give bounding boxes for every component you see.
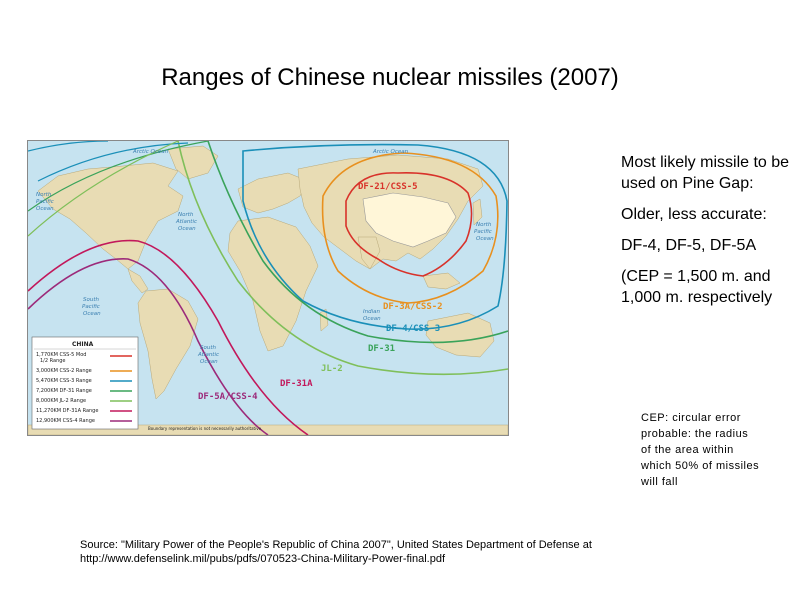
ring-jl2 xyxy=(177,141,508,376)
ring-df3a xyxy=(321,152,499,304)
label-jl2: JL-2 xyxy=(321,364,343,374)
label-south-atlantic-3: Ocean xyxy=(200,359,218,365)
missile-range-map: Arctic Ocean Arctic Ocean North Pacific … xyxy=(27,140,509,436)
china-territory xyxy=(362,192,457,248)
label-north-pacific-left-1: North xyxy=(36,192,52,198)
ring-df4 xyxy=(242,143,508,330)
label-north-pacific-right-1: North xyxy=(476,222,492,228)
source-citation: Source: "Military Power of the People's … xyxy=(80,539,592,565)
ring-df5a xyxy=(28,258,269,435)
label-north-pacific-left-2: Pacific xyxy=(36,199,54,205)
europe xyxy=(237,172,309,214)
label-north-pacific-right-2: Pacific xyxy=(474,229,492,235)
land-masses xyxy=(28,145,508,435)
africa xyxy=(227,216,319,352)
world-map-svg: Arctic Ocean Arctic Ocean North Pacific … xyxy=(28,141,508,435)
label-arctic-left: Arctic Ocean xyxy=(132,149,169,155)
ocean-labels: Arctic Ocean Arctic Ocean North Pacific … xyxy=(36,149,494,365)
label-south-atlantic-2: Atlantic xyxy=(197,352,219,358)
range-labels: DF-21/CSS-5 DF-3A/CSS-2 DF-4/CSS-3 DF-31… xyxy=(198,182,443,402)
side-note-older: Older, less accurate: xyxy=(621,206,767,223)
label-south-pacific-2: Pacific xyxy=(82,304,100,310)
legend-item-label: 11,270KM DF-31A Range xyxy=(36,408,98,414)
south-america xyxy=(137,288,199,400)
legend-item-label: 8,000KM JL-2 Range xyxy=(36,398,86,404)
australia xyxy=(425,312,495,358)
legend-heading: CHINA xyxy=(72,341,94,348)
ring-df21 xyxy=(345,172,473,277)
label-south-pacific-1: South xyxy=(83,297,99,303)
map-disclaimer: Boundary representation is not necessari… xyxy=(148,426,262,431)
label-df3a: DF-3A/CSS-2 xyxy=(383,302,443,312)
ring-df31 xyxy=(207,141,508,344)
label-north-atlantic-1: North xyxy=(178,212,194,218)
central-america xyxy=(127,268,149,294)
label-indian-2: Ocean xyxy=(363,316,381,322)
legend-item-label: 1,770KM CSS-5 Mod xyxy=(36,352,86,358)
label-north-pacific-right-3: Ocean xyxy=(476,236,494,242)
legend-item-label: 7,200KM DF-31 Range xyxy=(36,388,92,394)
label-df5a: DF-5A/CSS-4 xyxy=(198,392,258,402)
legend-item-label: 12,900KM CSS-4 Range xyxy=(36,418,95,424)
legend-item-label: 5,470KM CSS-3 Range xyxy=(36,378,92,384)
label-north-atlantic-2: Atlantic xyxy=(175,219,197,225)
side-note-missile-list: DF-4, DF-5, DF-5A xyxy=(621,237,757,254)
antarctica xyxy=(28,424,508,435)
label-df4: DF-4/CSS-3 xyxy=(386,324,440,334)
label-df21: DF-21/CSS-5 xyxy=(358,182,418,192)
southeast-asia-islands xyxy=(422,272,461,290)
side-note-cep-values: (CEP = 1,500 m. and 1,000 m. respectivel… xyxy=(621,268,773,306)
label-south-atlantic-1: South xyxy=(200,345,216,351)
north-america xyxy=(37,162,184,270)
legend-box xyxy=(31,336,139,430)
ring-df31a xyxy=(28,239,309,435)
label-df31a: DF-31A xyxy=(280,379,313,389)
ring-outer-top-lightgreen xyxy=(28,141,179,237)
side-note-likely-missile: Most likely missile to be used on Pine G… xyxy=(621,154,790,192)
label-df31: DF-31 xyxy=(368,344,395,354)
range-rings xyxy=(28,141,508,435)
label-north-atlantic-3: Ocean xyxy=(178,226,196,232)
label-south-pacific-3: Ocean xyxy=(83,311,101,317)
label-north-pacific-left-3: Ocean xyxy=(36,206,54,212)
ring-outer-top-green xyxy=(28,141,209,212)
map-legend: CHINA 1,770KM CSS-5 Mod 1/2 Range 3,000K… xyxy=(31,336,139,430)
legend-item-label: 1/2 Range xyxy=(40,358,65,364)
cep-definition: CEP: circular error probable: the radius… xyxy=(641,412,760,488)
japan xyxy=(472,198,483,226)
label-indian-1: Indian xyxy=(363,309,380,315)
slide-title: Ranges of Chinese nuclear missiles (2007… xyxy=(161,64,619,91)
label-arctic-right: Arctic Ocean xyxy=(372,149,409,155)
legend-item-label: 3,000KM CSS-2 Range xyxy=(36,368,92,374)
side-notes: Most likely missile to be used on Pine G… xyxy=(621,152,791,318)
